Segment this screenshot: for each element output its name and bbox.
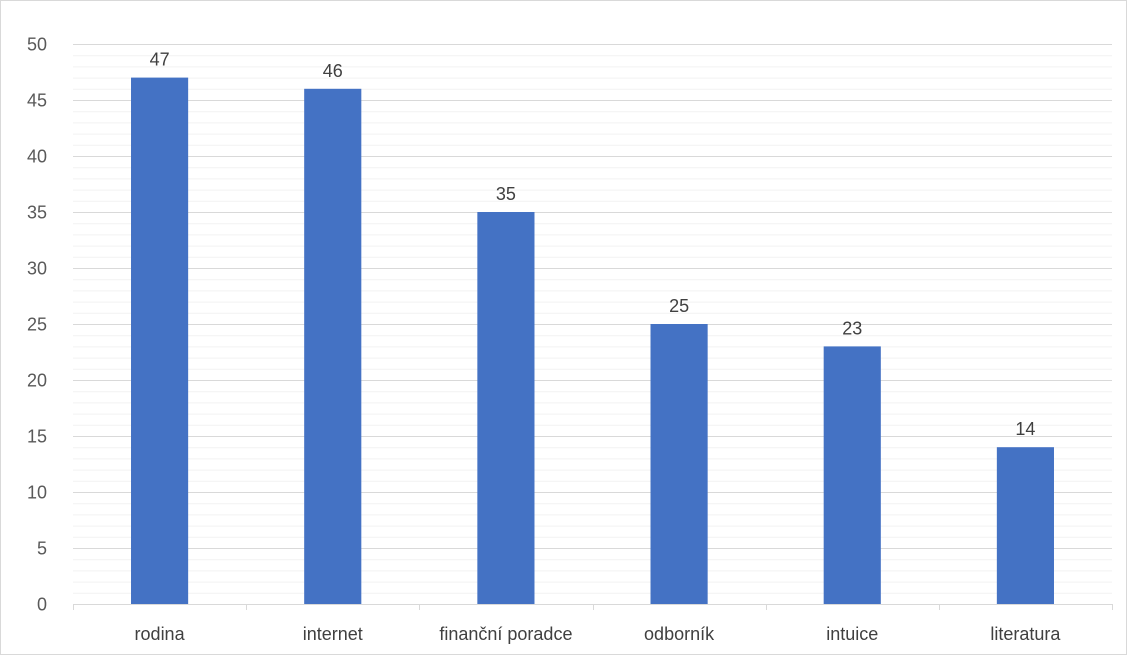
bar-odborník [650, 324, 708, 604]
x-tick-label: rodina [135, 624, 186, 644]
x-axis: rodina internet finanční poradce odborník in… [73, 604, 1113, 644]
y-tick-label: 40 [27, 147, 47, 167]
x-tick-label: intuice [826, 624, 878, 644]
data-label: 25 [669, 296, 689, 316]
y-tick-label: 10 [27, 483, 47, 503]
bar-internet [304, 88, 362, 605]
x-tick-label: literatura [990, 624, 1061, 644]
data-label: 35 [496, 184, 516, 204]
bar-intuice [823, 346, 881, 604]
y-tick-label: 20 [27, 371, 47, 391]
y-tick-label: 15 [27, 427, 47, 447]
y-tick-label: 30 [27, 259, 47, 279]
minor-gridlines [73, 55, 1112, 594]
x-tick-label: odborník [644, 624, 715, 644]
y-tick-label: 50 [27, 35, 47, 55]
data-label: 14 [1015, 419, 1035, 439]
data-label: 46 [323, 61, 343, 81]
bars [131, 77, 1054, 605]
major-gridlines [73, 44, 1112, 549]
bar-literatura [996, 447, 1054, 604]
y-tick-label: 45 [27, 91, 47, 111]
bar-rodina [131, 77, 189, 605]
y-tick-label: 35 [27, 203, 47, 223]
y-axis: 0 5 10 15 20 25 30 35 40 45 50 [27, 35, 47, 615]
bar-finanční poradce [477, 212, 535, 604]
x-tick-label: internet [303, 624, 363, 644]
y-tick-label: 25 [27, 315, 47, 335]
data-label: 23 [842, 318, 862, 338]
data-labels: 47 46 35 25 23 14 [150, 50, 1036, 440]
y-tick-label: 5 [37, 539, 47, 559]
data-label: 47 [150, 50, 170, 70]
y-tick-label: 0 [37, 595, 47, 615]
x-tick-label: finanční poradce [439, 624, 572, 644]
